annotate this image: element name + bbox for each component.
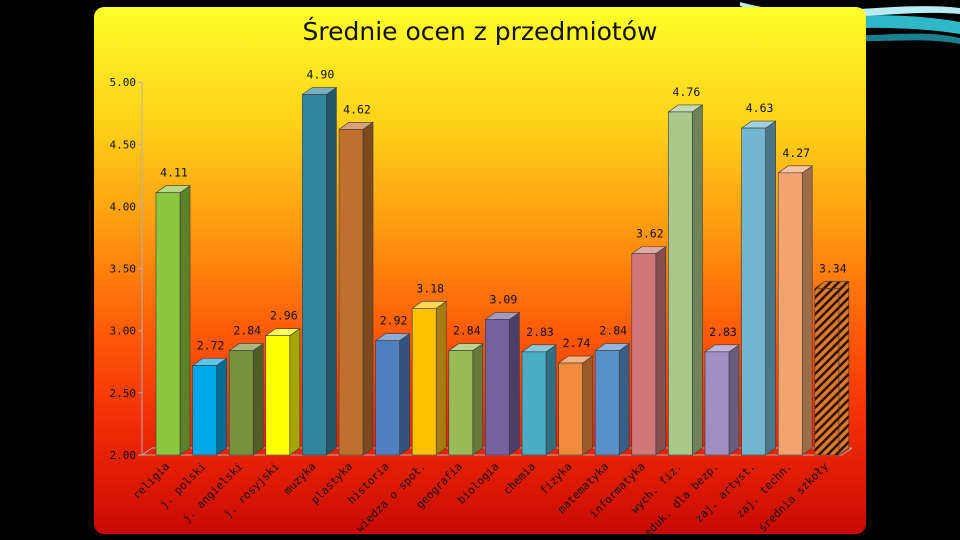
bar-side [326,86,337,456]
bar-front [338,129,364,456]
bar-side [472,343,484,456]
data-label: 2.83 [709,325,737,339]
bar [301,86,338,456]
bar-front [521,351,547,456]
data-label: 2.84 [599,324,627,338]
bar-front [228,350,254,456]
y-tick-label: 2.50 [110,387,137,400]
bar-side [362,121,374,456]
bar [777,165,814,456]
bar-side [838,280,850,456]
y-axis-line [141,82,153,456]
bar-side [692,104,703,456]
data-label: 2.96 [270,309,298,323]
bar [740,120,777,456]
bar [228,343,265,456]
bar-front [558,362,583,456]
bar-side [545,344,557,456]
bar-side [728,344,740,456]
bar-front [631,253,657,456]
data-label: 4.11 [160,166,188,180]
bar-chart: 2.002.503.003.504.004.505.00 4.11religia… [110,68,853,534]
bar [630,246,667,456]
bar-front [265,335,291,456]
bar-side [179,185,191,456]
floor-side-edge [841,447,853,456]
bar-front [375,340,400,456]
bar-front [814,288,840,456]
data-label: 2.72 [197,339,225,353]
bar-side [509,311,520,456]
bar [191,357,228,456]
data-label: 2.92 [380,314,408,328]
bar-front [594,350,620,456]
bar-front [777,172,803,456]
data-label: 3.62 [636,227,664,241]
bar-front [704,351,730,456]
bar [667,104,704,456]
data-label: 3.34 [819,261,847,275]
data-label: 4.76 [673,85,701,99]
bar [484,311,521,456]
bar-front [741,127,766,456]
data-label: 2.83 [526,325,554,339]
y-tick-label: 4.00 [110,200,137,213]
data-label: 2.84 [233,324,261,338]
bar [704,344,740,456]
chart-panel: Średnie ocen z przedmiotów 2.00 2.50 3.00 3… [94,7,866,534]
bar-side [399,333,410,456]
bar [557,355,594,456]
bar-side [289,328,301,456]
data-label: 4.63 [746,101,774,115]
bar-side [765,120,776,456]
bar-front [668,111,693,456]
bar-side [216,357,227,456]
y-tick-label: 3.00 [110,325,137,338]
data-label: 4.62 [343,102,371,116]
bar [338,121,374,456]
bar-front [448,350,474,456]
category-label: wiedza o społ. [354,460,429,534]
y-tick-label: 2.00 [110,449,137,462]
data-label: 3.09 [490,293,518,307]
category-label: średnia szkoły [756,460,831,534]
data-label: 2.84 [453,324,481,338]
bar-front [485,319,510,456]
bar [374,333,411,456]
bar [411,300,448,456]
bar [447,343,484,456]
bar-side [252,343,264,456]
bar-side [582,355,593,456]
bar-side [618,343,630,456]
category-label: chemia [501,460,538,497]
y-tick-label: 3.50 [110,263,137,276]
data-label: 4.27 [782,146,810,160]
y-tick-label: 5.00 [110,76,137,89]
bar-front [192,365,217,456]
bar-front [155,192,181,456]
bar [594,343,631,456]
bar-side [655,246,667,456]
bar-side [435,300,447,456]
data-label: 4.90 [307,68,335,82]
bar [264,328,301,456]
bar-front [302,94,327,456]
bar [813,280,850,456]
bar-side [801,165,813,456]
data-label: 2.74 [563,336,591,350]
y-tick-label: 4.50 [110,138,137,151]
bar [155,185,191,456]
bar [521,344,557,456]
bar-front [411,308,437,456]
chart-title: Średnie ocen z przedmiotów [302,17,658,46]
data-label: 3.18 [416,281,444,295]
